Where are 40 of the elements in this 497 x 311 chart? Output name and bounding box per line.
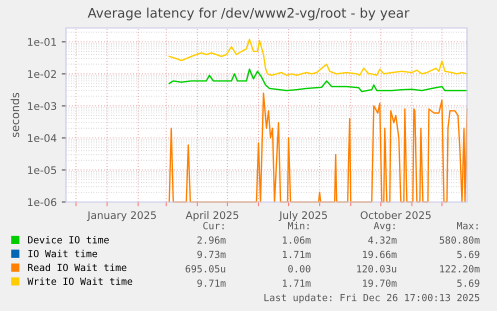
text: 5.69 [457,280,480,287]
text: 9.73m [197,250,226,258]
legend-label: Write IO Wait time [27,277,132,285]
y-tick-label: 1e-04 [28,134,56,142]
text: 1.71m [282,250,311,258]
text: 580.80m [440,236,480,244]
line-series [168,38,468,76]
legend-label: Device IO time [28,236,109,244]
text: 19.66m [363,250,397,258]
text: Cur: [203,222,224,230]
text: 122.20m [440,265,480,272]
y-tick-label: 1e-01 [28,38,56,46]
text: Last update: Fri Dec 26 17:00:13 2025 [264,294,480,304]
y-axis-title: seconds [10,92,20,138]
text: 2.96m [197,236,226,244]
text: 1.71m [282,280,311,287]
y-tick-label: 1e-02 [28,70,56,78]
text: 0.00 [288,265,310,272]
text: Max: [456,222,478,230]
line-series [168,68,468,92]
line-series [168,92,468,203]
text: 5.69 [457,250,480,258]
legend-label: IO Wait time [28,250,98,258]
x-tick-label: October 2025 [360,211,431,220]
x-tick-label: January 2025 [86,211,156,222]
x-tick-label: July 2025 [278,211,327,222]
x-tick-label: April 2025 [186,211,238,222]
text: 1.06m [282,236,311,244]
text: 695.05u [186,265,226,272]
text: 4.32m [368,236,397,244]
text: 9.71m [197,280,226,287]
text: Avg: [374,222,395,232]
chart-title: Average latency for /dev/www2-vg/root - by year [88,8,410,20]
y-tick-label: 1e-05 [28,166,56,174]
legend-label: Read IO Wait time [28,264,126,272]
y-tick-label: 1e-06 [28,198,56,206]
y-tick-label: 1e-03 [28,102,56,110]
text: 19.70m [363,280,397,287]
text: Min: [288,222,309,230]
text: 120.03u [357,265,396,272]
